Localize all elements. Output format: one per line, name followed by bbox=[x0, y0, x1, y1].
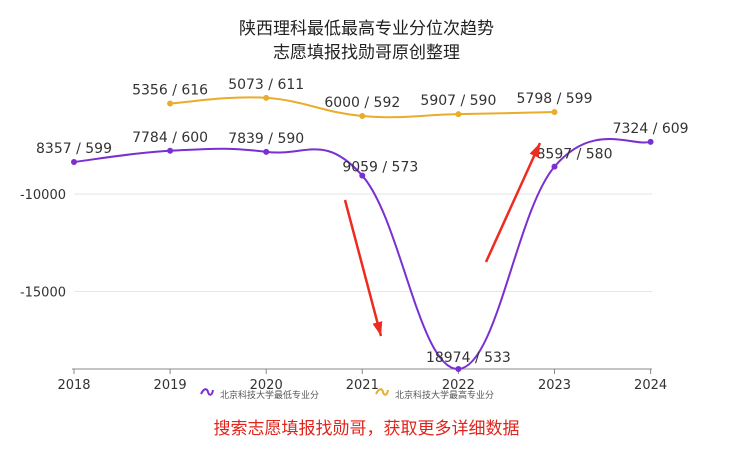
x-tick-label: 2019 bbox=[154, 378, 187, 393]
legend-max-label: 北京科技大学最高专业分 bbox=[395, 391, 495, 401]
arrow-down-2021-2022-head bbox=[372, 321, 383, 336]
arrow-down-2021-2022 bbox=[343, 199, 383, 337]
data-label-min: 9059 / 573 bbox=[342, 160, 418, 176]
chart-subtitle: 志愿填报找勋哥原创整理 bbox=[273, 43, 460, 63]
data-point-min bbox=[647, 138, 654, 145]
data-point-min bbox=[455, 365, 462, 372]
data-label-min: 7784 / 600 bbox=[132, 130, 208, 146]
data-point-max bbox=[455, 111, 462, 118]
data-point-max bbox=[167, 100, 174, 107]
y-tick-label: -15000 bbox=[20, 286, 66, 301]
data-label-min: 8597 / 580 bbox=[537, 147, 613, 163]
data-point-min bbox=[71, 158, 77, 165]
legend-min-label: 北京科技大学最低专业分 bbox=[220, 391, 320, 401]
legend-max[interactable]: 北京科技大学最高专业分 bbox=[375, 388, 494, 401]
data-label-min: 18974 / 533 bbox=[426, 350, 511, 366]
x-tick-label: 2022 bbox=[442, 378, 475, 393]
data-point-max bbox=[359, 113, 366, 119]
data-label-min: 8357 / 599 bbox=[36, 141, 112, 157]
y-tick-label: -10000 bbox=[20, 188, 66, 203]
data-point-max bbox=[263, 94, 270, 101]
x-tick-label: 2024 bbox=[634, 378, 667, 393]
data-point-min bbox=[263, 148, 270, 155]
data-label-min: 7324 / 609 bbox=[613, 121, 689, 137]
data-point-min bbox=[551, 163, 558, 170]
data-label-max: 5073 / 611 bbox=[228, 77, 304, 93]
footer-promo-text: 搜索志愿填报找勋哥，获取更多详细数据 bbox=[213, 419, 520, 439]
x-tick-label: 2018 bbox=[57, 378, 90, 393]
legend-min[interactable]: 北京科技大学最低专业分 bbox=[200, 388, 319, 401]
data-point-max bbox=[551, 109, 558, 116]
arrow-up-2022-2023 bbox=[484, 142, 542, 263]
data-label-max: 5907 / 590 bbox=[420, 93, 496, 109]
data-label-max: 6000 / 592 bbox=[324, 95, 400, 111]
data-point-min bbox=[167, 147, 174, 154]
data-point-min bbox=[359, 172, 366, 179]
legend-max-swatch-icon bbox=[375, 388, 389, 399]
data-label-max: 5356 / 616 bbox=[132, 82, 208, 98]
data-label-min: 7839 / 590 bbox=[228, 131, 304, 147]
x-tick-label: 2023 bbox=[538, 378, 571, 393]
chart-title: 陕西理科最低最高专业分位次趋势 bbox=[239, 19, 494, 39]
legend-min-swatch-icon bbox=[200, 388, 214, 399]
x-tick-label: 2021 bbox=[346, 378, 379, 393]
x-tick-label: 2020 bbox=[250, 378, 283, 393]
arrow-up-2022-2023-head bbox=[529, 143, 540, 158]
data-label-max: 5798 / 599 bbox=[517, 91, 593, 107]
